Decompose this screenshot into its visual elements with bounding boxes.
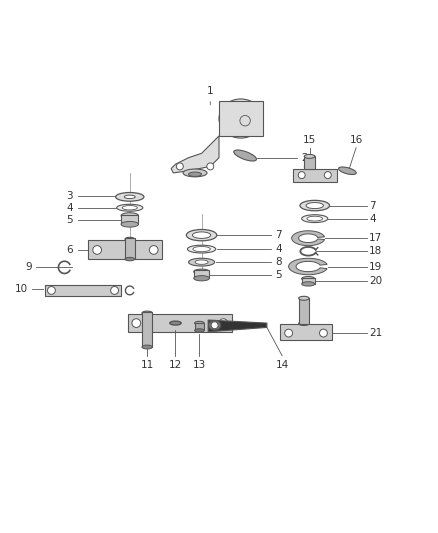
Text: 7: 7 (276, 230, 282, 240)
Polygon shape (45, 285, 121, 296)
Ellipse shape (170, 321, 181, 325)
Polygon shape (293, 168, 336, 182)
Ellipse shape (124, 195, 135, 199)
Ellipse shape (302, 215, 328, 223)
Text: 4: 4 (276, 244, 282, 254)
Ellipse shape (188, 172, 201, 176)
Circle shape (111, 287, 118, 294)
Text: 14: 14 (276, 360, 289, 370)
Ellipse shape (194, 321, 204, 325)
Text: 12: 12 (169, 360, 182, 370)
Circle shape (47, 287, 55, 294)
Text: 16: 16 (350, 135, 363, 144)
Ellipse shape (121, 221, 138, 227)
Ellipse shape (125, 257, 134, 261)
Ellipse shape (194, 269, 209, 274)
Polygon shape (208, 320, 267, 332)
Ellipse shape (183, 169, 207, 177)
Ellipse shape (192, 232, 211, 238)
Circle shape (132, 319, 141, 327)
Text: 21: 21 (369, 328, 382, 338)
Text: 20: 20 (369, 276, 382, 286)
Ellipse shape (299, 296, 309, 300)
Text: 3: 3 (67, 191, 73, 201)
Ellipse shape (299, 321, 309, 326)
Text: 9: 9 (25, 262, 32, 272)
Text: 5: 5 (67, 215, 73, 225)
Polygon shape (127, 314, 232, 332)
Circle shape (298, 172, 305, 179)
Text: 7: 7 (369, 200, 376, 211)
Text: 13: 13 (193, 360, 206, 370)
Ellipse shape (194, 276, 209, 281)
Bar (302, 278, 315, 284)
Text: 18: 18 (369, 246, 382, 256)
Circle shape (219, 319, 228, 327)
Circle shape (285, 329, 293, 337)
Ellipse shape (125, 237, 134, 241)
Text: 1: 1 (207, 86, 214, 96)
Text: 11: 11 (141, 360, 154, 370)
Ellipse shape (188, 258, 215, 266)
Ellipse shape (195, 260, 208, 264)
Ellipse shape (186, 230, 217, 241)
Text: 17: 17 (369, 233, 382, 243)
Text: 10: 10 (14, 284, 28, 294)
Text: 4: 4 (67, 203, 73, 213)
Bar (219, 101, 262, 136)
Bar (304, 156, 315, 168)
Circle shape (211, 322, 218, 329)
Bar (194, 322, 204, 330)
Bar (125, 238, 134, 259)
Polygon shape (280, 325, 332, 341)
Bar (194, 270, 209, 278)
Polygon shape (292, 231, 325, 246)
Ellipse shape (193, 246, 210, 252)
Ellipse shape (187, 245, 216, 253)
Bar (299, 298, 309, 325)
Ellipse shape (304, 165, 315, 169)
Ellipse shape (302, 282, 315, 286)
Polygon shape (289, 259, 327, 274)
Text: 8: 8 (276, 257, 282, 267)
Circle shape (177, 163, 184, 170)
Circle shape (93, 246, 102, 254)
Ellipse shape (302, 277, 315, 281)
Text: 15: 15 (303, 135, 316, 144)
Polygon shape (171, 136, 219, 173)
Ellipse shape (300, 200, 329, 211)
Polygon shape (88, 240, 162, 259)
Text: 6: 6 (67, 245, 73, 255)
Ellipse shape (208, 320, 221, 330)
Circle shape (207, 163, 214, 170)
Ellipse shape (194, 329, 204, 332)
Ellipse shape (116, 192, 144, 201)
Ellipse shape (142, 345, 152, 349)
Circle shape (149, 246, 158, 254)
Ellipse shape (121, 213, 138, 219)
Ellipse shape (306, 203, 323, 208)
Circle shape (324, 172, 331, 179)
Ellipse shape (307, 216, 322, 221)
Text: 19: 19 (369, 262, 382, 271)
Ellipse shape (234, 150, 256, 161)
Bar (121, 215, 138, 224)
Ellipse shape (117, 204, 143, 211)
Ellipse shape (304, 155, 315, 158)
Text: 2: 2 (302, 152, 308, 163)
Ellipse shape (122, 206, 138, 210)
Ellipse shape (219, 99, 262, 138)
Text: 4: 4 (369, 214, 376, 224)
Ellipse shape (142, 311, 152, 315)
Bar (142, 312, 152, 347)
Circle shape (320, 329, 327, 337)
Ellipse shape (339, 167, 356, 174)
Text: 5: 5 (276, 270, 282, 280)
